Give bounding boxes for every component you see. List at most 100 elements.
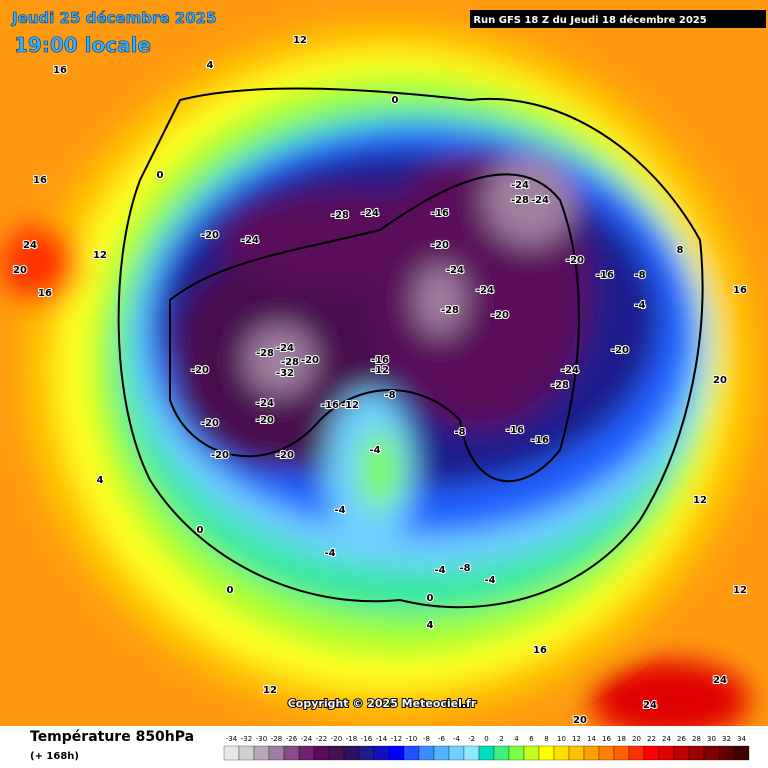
contour-label: -20 [611,345,629,356]
run-info: Run GFS 18 Z du Jeudi 18 décembre 2025 [473,14,706,26]
scale-label: 34 [737,735,746,743]
scale-label: -22 [316,735,327,743]
contour-label: 16 [38,288,52,299]
contour-label: -20 [566,255,584,266]
contour-label: -12 [371,365,389,376]
scale-label: -16 [361,735,373,743]
contour-label: -8 [459,563,470,574]
contour-label: -20 [431,240,449,251]
contour-label: -24 [256,398,274,409]
scale-swatch [298,745,315,761]
contour-label: 12 [93,250,107,261]
map-field [0,0,768,740]
scale-swatch [433,745,450,761]
scale-label: -4 [453,735,461,743]
scale-swatch [313,745,330,761]
contour-label: -20 [491,310,509,321]
contour-label: 20 [713,375,727,386]
contour-label: 0 [197,525,204,536]
scale-swatch [283,745,300,761]
scale-swatch [343,745,360,761]
scale-swatch [553,745,570,761]
contour-label: 24 [23,240,37,251]
contour-label: 24 [643,700,657,711]
scale-label: -24 [301,735,313,743]
scale-label: -32 [241,735,252,743]
scale-swatch [448,745,465,761]
contour-label: -24 [361,208,379,219]
scale-swatch [493,745,510,761]
contour-label: -16 [506,425,524,436]
contour-label: -24 [476,285,494,296]
scale-label: 30 [707,735,716,743]
scale-swatch [223,745,240,761]
scale-swatch [253,745,270,761]
contour-label: 12 [693,495,707,506]
contour-label: -4 [634,300,645,311]
contour-label: 12 [263,685,277,696]
contour-label: 16 [533,645,547,656]
contour-label: 16 [733,285,747,296]
scale-label: -2 [468,735,475,743]
contour-label: -28 [331,210,349,221]
contour-label: -28 [511,195,529,206]
contour-label: 0 [227,585,234,596]
scale-swatch [358,745,375,761]
contour-label: 20 [13,265,27,276]
contour-label: -12 [341,400,359,411]
contour-label: -24 [511,180,529,191]
contour-label: 0 [427,593,434,604]
scale-swatch [598,745,615,761]
contour-label: 16 [33,175,47,186]
contour-label: 24 [713,675,727,686]
scale-label: -28 [271,735,282,743]
contour-label: -20 [276,450,294,461]
scale-swatch [523,745,540,761]
contour-label: 4 [97,475,104,486]
scale-label: -12 [391,735,402,743]
scale-label: 4 [514,735,519,743]
contour-label: -24 [241,235,259,246]
scale-swatch [328,745,345,761]
scale-label: -18 [346,735,357,743]
scale-label: 20 [632,735,641,743]
scale-swatch [538,745,555,761]
contour-label: -16 [371,355,389,366]
contour-label: -4 [324,548,335,559]
scale-label: 10 [557,735,566,743]
scale-label: -30 [256,735,267,743]
scale-label: -34 [226,735,238,743]
scale-label: 22 [647,735,656,743]
contour-label: -8 [634,270,645,281]
scale-swatch [268,745,285,761]
time: 19:00 locale [14,33,151,57]
scale-swatch [658,745,675,761]
contour-label: -28 [256,348,274,359]
scale-label: 32 [722,735,731,743]
contour-label: -32 [276,368,294,379]
scale-label: -26 [286,735,298,743]
contour-label: 0 [157,170,164,181]
scale-label: 24 [662,735,671,743]
contour-label: 20 [573,715,587,726]
scale-label: 26 [677,735,686,743]
contour-label: -16 [531,435,549,446]
contour-label: 0 [392,95,399,106]
scale-label: -20 [331,735,342,743]
legend-title: Température 850hPa [30,729,194,745]
contour-label: 12 [733,585,747,596]
contour-label: -28 [281,357,299,368]
scale-swatch [733,745,750,761]
scale-label: 2 [499,735,503,743]
scale-swatch [418,745,435,761]
scale-swatch [718,745,735,761]
scale-swatch [583,745,600,761]
run-box [470,10,766,28]
contour-label: -20 [256,415,274,426]
scale-swatch [643,745,660,761]
scale-label: 8 [544,735,548,743]
contour-label: 12 [293,35,307,46]
contour-label: -20 [191,365,209,376]
